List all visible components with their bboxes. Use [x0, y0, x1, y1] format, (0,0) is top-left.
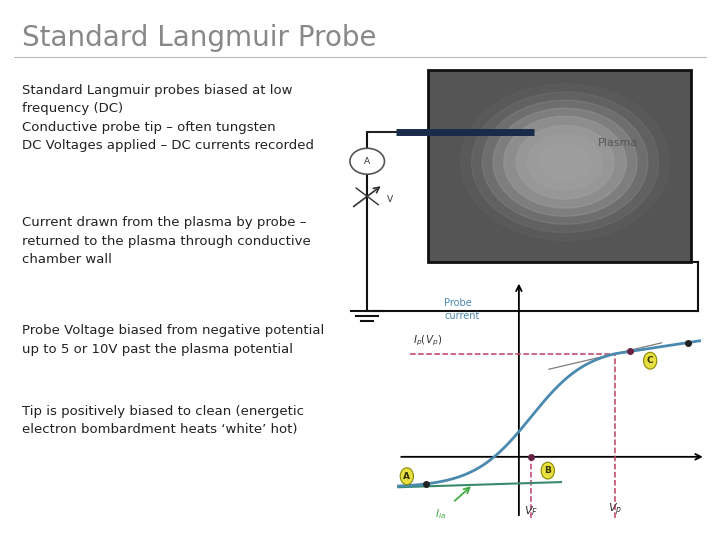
Text: Plasma: Plasma: [598, 138, 638, 148]
Bar: [428, 70, 691, 262]
Circle shape: [493, 108, 637, 216]
Text: $V_p$: $V_p$: [608, 502, 622, 518]
Circle shape: [461, 84, 670, 240]
Text: B: B: [544, 466, 552, 475]
Circle shape: [551, 151, 580, 173]
Circle shape: [472, 92, 659, 232]
Text: C: C: [647, 356, 654, 365]
Text: Tip is positively biased to clean (energetic
electron bombardment heats ‘white’ : Tip is positively biased to clean (energ…: [22, 405, 304, 436]
Circle shape: [450, 76, 680, 248]
Circle shape: [482, 100, 648, 224]
Circle shape: [504, 116, 626, 208]
Circle shape: [400, 468, 413, 484]
Text: A: A: [403, 472, 410, 481]
Text: V: V: [387, 194, 393, 204]
Text: Probe Voltage biased from negative potential
up to 5 or 10V past the plasma pote: Probe Voltage biased from negative poten…: [22, 324, 324, 355]
Text: Current drawn from the plasma by probe –
returned to the plasma through conducti: Current drawn from the plasma by probe –…: [22, 216, 310, 266]
Circle shape: [541, 462, 554, 479]
Circle shape: [528, 134, 603, 190]
Text: Standard Langmuir probes biased at low
frequency (DC)
Conductive probe tip – oft: Standard Langmuir probes biased at low f…: [22, 84, 314, 152]
Circle shape: [644, 352, 657, 369]
Text: A: A: [364, 157, 370, 166]
Text: Probe
current: Probe current: [444, 299, 480, 321]
Text: $I_{ia}$: $I_{ia}$: [435, 507, 446, 521]
Circle shape: [516, 125, 614, 199]
Text: $V_F$: $V_F$: [524, 504, 538, 518]
Circle shape: [350, 148, 384, 174]
Circle shape: [540, 143, 590, 181]
Text: Standard Langmuir Probe: Standard Langmuir Probe: [22, 24, 376, 52]
Text: $I_p(V_p)$: $I_p(V_p)$: [413, 333, 442, 348]
